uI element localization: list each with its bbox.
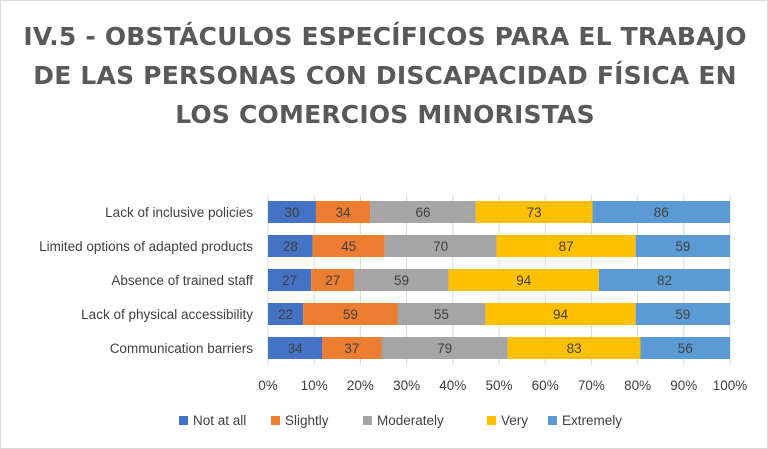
- legend-swatch-slightly: [271, 416, 280, 425]
- legend-label: Slightly: [285, 413, 329, 428]
- bar-segment-slightly: [315, 201, 371, 223]
- data-label: 94: [516, 273, 532, 288]
- data-label: 70: [433, 239, 448, 254]
- data-label: 22: [278, 307, 293, 322]
- legend-label: Not at all: [193, 413, 246, 428]
- data-label: 55: [434, 307, 449, 322]
- data-label: 94: [553, 307, 569, 322]
- legend-label: Moderately: [377, 413, 444, 428]
- category-label: Lack of inclusive policies: [105, 205, 253, 220]
- bar-segment-not-at-all: [268, 269, 312, 291]
- data-label: 79: [437, 341, 452, 356]
- data-label: 27: [325, 273, 340, 288]
- x-tick-label: 100%: [713, 378, 748, 393]
- bar-segment-moderately: [397, 303, 486, 325]
- legend-swatch-not-at-all: [179, 416, 188, 425]
- bar-segment-slightly: [303, 303, 398, 325]
- data-labels-layer: 30 34 66 73 86 28 45 70 87 59 27 27 59 94 82 22 59 55 94 59…: [278, 205, 693, 356]
- bar-segment-not-at-all: [268, 201, 316, 223]
- data-label: 28: [283, 239, 298, 254]
- data-label: 66: [416, 205, 431, 220]
- bar-segment-extremely: [640, 337, 730, 359]
- bar-segment-not-at-all: [268, 337, 323, 359]
- bar-segment-very: [507, 337, 641, 359]
- x-tick-label: 20%: [347, 378, 374, 393]
- category-label: Absence of trained staff: [111, 273, 253, 288]
- bar-segment-slightly: [312, 235, 385, 257]
- x-tick-label: 50%: [485, 378, 512, 393]
- x-tick-label: 0%: [258, 378, 278, 393]
- bar-segment-extremely: [635, 235, 730, 257]
- data-label: 37: [344, 341, 359, 356]
- bar-segment-extremely: [592, 201, 730, 223]
- bar-segment-slightly: [311, 269, 355, 291]
- bar-segment-slightly: [322, 337, 382, 359]
- x-tick-label: 90%: [670, 378, 697, 393]
- bar-segment-very: [475, 201, 593, 223]
- x-tick-labels-layer: 0% 10% 20% 30% 40% 50% 60% 70% 80% 90% 100%: [258, 378, 747, 393]
- x-tick-label: 60%: [532, 378, 559, 393]
- legend-swatch-very: [487, 416, 496, 425]
- category-label: Lack of physical accessibility: [81, 307, 253, 322]
- category-label: Communication barriers: [110, 341, 254, 356]
- data-label: 59: [675, 239, 690, 254]
- data-label: 30: [284, 205, 299, 220]
- x-tick-label: 30%: [393, 378, 420, 393]
- bar-segment-moderately: [354, 269, 449, 291]
- bar-segment-very: [496, 235, 636, 257]
- category-label: Limited options of adapted products: [39, 239, 253, 254]
- bar-segment-extremely: [598, 269, 730, 291]
- data-label: 59: [675, 307, 690, 322]
- data-label: 27: [282, 273, 297, 288]
- bar-segment-not-at-all: [268, 235, 313, 257]
- x-tick-label: 10%: [301, 378, 328, 393]
- legend: Not at all Slightly Moderately Very Extremel…: [179, 413, 622, 428]
- data-label: 59: [343, 307, 358, 322]
- data-label: 56: [678, 341, 693, 356]
- bar-segment-moderately: [370, 201, 476, 223]
- data-label: 34: [336, 205, 352, 220]
- x-tick-label: 80%: [624, 378, 651, 393]
- bar-segment-extremely: [635, 303, 730, 325]
- data-label: 34: [288, 341, 304, 356]
- bars-layer: [268, 201, 730, 359]
- data-label: 73: [527, 205, 542, 220]
- bar-segment-moderately: [384, 235, 497, 257]
- legend-swatch-extremely: [548, 416, 557, 425]
- legend-label: Very: [501, 413, 528, 428]
- bar-segment-moderately: [381, 337, 508, 359]
- data-label: 87: [559, 239, 574, 254]
- data-label: 59: [394, 273, 409, 288]
- data-label: 82: [657, 273, 672, 288]
- bar-segment-very: [485, 303, 636, 325]
- legend-label: Extremely: [562, 413, 622, 428]
- legend-swatch-moderately: [363, 416, 372, 425]
- category-labels-layer: Lack of inclusive policies Limited option…: [39, 205, 253, 356]
- x-tick-label: 70%: [578, 378, 605, 393]
- data-label: 83: [567, 341, 582, 356]
- data-label: 45: [341, 239, 356, 254]
- bar-segment-very: [448, 269, 599, 291]
- x-tick-label: 40%: [439, 378, 466, 393]
- data-label: 86: [654, 205, 669, 220]
- bar-segment-not-at-all: [268, 303, 304, 325]
- chart-title: IV.5 - OBSTÁCULOS ESPECÍFICOS PARA EL TR…: [23, 22, 747, 129]
